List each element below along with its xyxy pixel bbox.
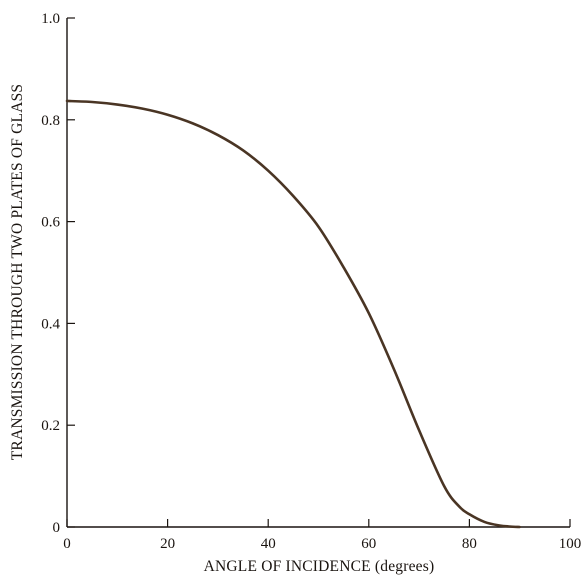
y-tick-label: 0.2 bbox=[41, 418, 60, 434]
x-tick-label: 40 bbox=[261, 536, 276, 552]
y-tick-label: 0.8 bbox=[41, 113, 60, 129]
transmission-curve bbox=[65, 99, 521, 529]
y-tick-label: 0 bbox=[53, 520, 61, 536]
x-axis-title: ANGLE OF INCIDENCE (degrees) bbox=[204, 558, 435, 575]
y-axis-ticks: 0 0.2 0.4 0.6 0.8 1.0 bbox=[41, 11, 75, 536]
x-tick-label: 20 bbox=[160, 536, 175, 552]
y-tick-label: 1.0 bbox=[41, 11, 60, 27]
x-tick-label: 0 bbox=[63, 536, 71, 552]
y-tick-label: 0.6 bbox=[41, 215, 60, 231]
x-tick-label: 100 bbox=[559, 536, 582, 552]
y-tick-label: 0.4 bbox=[41, 316, 60, 332]
plot-frame bbox=[66, 18, 570, 528]
x-tick-label: 60 bbox=[361, 536, 376, 552]
y-axis-title: TRANSMISSION THROUGH TWO PLATES OF GLASS bbox=[9, 84, 26, 460]
x-tick-label: 80 bbox=[462, 536, 477, 552]
x-axis-ticks: 0 20 40 60 80 100 bbox=[63, 519, 581, 552]
